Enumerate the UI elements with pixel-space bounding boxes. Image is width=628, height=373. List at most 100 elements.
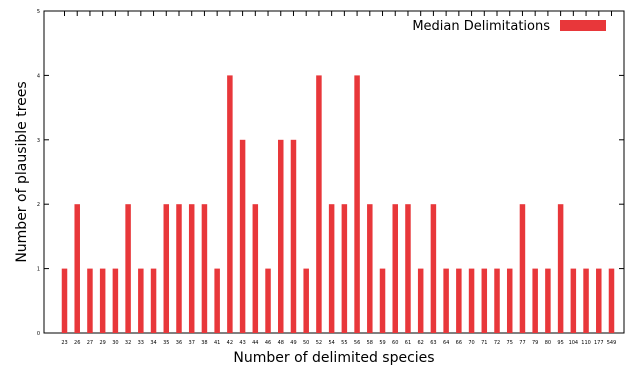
- x-tick-label: 50: [303, 340, 309, 346]
- bar: [570, 268, 577, 333]
- bar: [341, 204, 348, 333]
- bar: [239, 139, 246, 333]
- x-tick-label: 71: [481, 340, 487, 346]
- x-tick-label: 77: [519, 340, 525, 346]
- x-tick-label: 37: [189, 340, 195, 346]
- x-tick-label: 72: [494, 340, 500, 346]
- bar: [494, 268, 500, 333]
- bar: [392, 204, 398, 333]
- y-tick-label: 1: [37, 267, 40, 273]
- y-tick-label: 4: [37, 73, 40, 79]
- x-tick-label: 49: [290, 340, 296, 346]
- bar: [150, 268, 157, 333]
- x-tick-label: 34: [150, 340, 156, 346]
- x-tick-label: 79: [532, 340, 538, 346]
- bar: [545, 268, 551, 333]
- bar: [506, 268, 513, 333]
- bar: [176, 204, 182, 333]
- bar: [138, 268, 144, 333]
- x-tick-label: 38: [201, 340, 207, 346]
- x-tick-label: 55: [341, 340, 347, 346]
- x-tick-label: 27: [87, 340, 93, 346]
- bar: [557, 204, 564, 333]
- x-tick-label: 44: [252, 340, 258, 346]
- x-tick-label: 70: [468, 340, 474, 346]
- x-tick-label: 59: [379, 340, 385, 346]
- x-tick-label: 110: [581, 340, 591, 346]
- x-tick-label: 23: [61, 340, 67, 346]
- x-tick-label: 52: [316, 340, 322, 346]
- x-tick-label: 26: [74, 340, 80, 346]
- bar: [303, 268, 309, 333]
- x-tick-label: 36: [176, 340, 182, 346]
- x-tick-label: 58: [367, 340, 373, 346]
- bar: [163, 204, 170, 333]
- x-tick-label: 549: [607, 340, 617, 346]
- x-tick-label: 62: [417, 340, 423, 346]
- x-tick-label: 64: [443, 340, 449, 346]
- x-tick-label: 75: [507, 340, 513, 346]
- bar: [278, 139, 284, 333]
- bar: [430, 204, 437, 333]
- y-tick-label: 0: [37, 331, 40, 337]
- x-tick-label: 56: [354, 340, 360, 346]
- bar: [417, 268, 424, 333]
- bar: [201, 204, 208, 333]
- bar: [112, 268, 119, 333]
- x-tick-label: 35: [163, 340, 169, 346]
- x-tick-label: 66: [456, 340, 462, 346]
- bar: [227, 75, 233, 334]
- x-tick-label: 29: [99, 340, 105, 346]
- y-tick-label: 3: [37, 138, 40, 144]
- bar: [214, 268, 220, 333]
- bar: [328, 204, 335, 333]
- x-tick-label: 177: [594, 340, 604, 346]
- bar: [316, 75, 322, 334]
- y-tick-label: 2: [37, 202, 40, 208]
- x-tick-label: 63: [430, 340, 436, 346]
- bar: [87, 268, 93, 333]
- bar: [456, 268, 462, 333]
- bar: [596, 268, 602, 333]
- x-tick-label: 42: [227, 340, 233, 346]
- bar: [443, 268, 449, 333]
- x-axis-label: Number of delimited species: [233, 350, 434, 366]
- legend: Median Delimitations: [412, 19, 606, 34]
- bar: [481, 268, 488, 333]
- bar: [252, 204, 259, 333]
- x-tick-label: 104: [569, 340, 579, 346]
- bar: [405, 204, 411, 333]
- legend-label: Median Delimitations: [412, 19, 550, 34]
- bar: [290, 139, 297, 333]
- bar: [367, 204, 373, 333]
- x-tick-label: 30: [112, 340, 118, 346]
- bar: [608, 268, 615, 333]
- x-tick-label: 46: [265, 340, 271, 346]
- y-tick-label: 5: [37, 9, 40, 15]
- bar: [188, 204, 195, 333]
- bar: [519, 204, 526, 333]
- y-axis-label: Number of plausible trees: [14, 81, 30, 262]
- x-tick-label: 60: [392, 340, 398, 346]
- x-tick-label: 54: [328, 340, 334, 346]
- x-tick-label: 95: [557, 340, 563, 346]
- bar: [99, 268, 106, 333]
- bar: [354, 75, 360, 334]
- x-tick-label: 80: [545, 340, 551, 346]
- legend-swatch: [560, 20, 606, 31]
- bar: [125, 204, 131, 333]
- x-tick-label: 33: [138, 340, 144, 346]
- bar: [74, 204, 80, 333]
- bar: [532, 268, 538, 333]
- bar: [583, 268, 589, 333]
- x-tick-label: 61: [405, 340, 411, 346]
- bar-series: [61, 75, 615, 334]
- x-tick-label: 43: [239, 340, 245, 346]
- y-axis-ticks: 0 1 2 3 4 5: [37, 9, 624, 337]
- bar: [61, 268, 68, 333]
- x-tick-label: 48: [278, 340, 284, 346]
- x-tick-label: 41: [214, 340, 220, 346]
- bar: [265, 268, 271, 333]
